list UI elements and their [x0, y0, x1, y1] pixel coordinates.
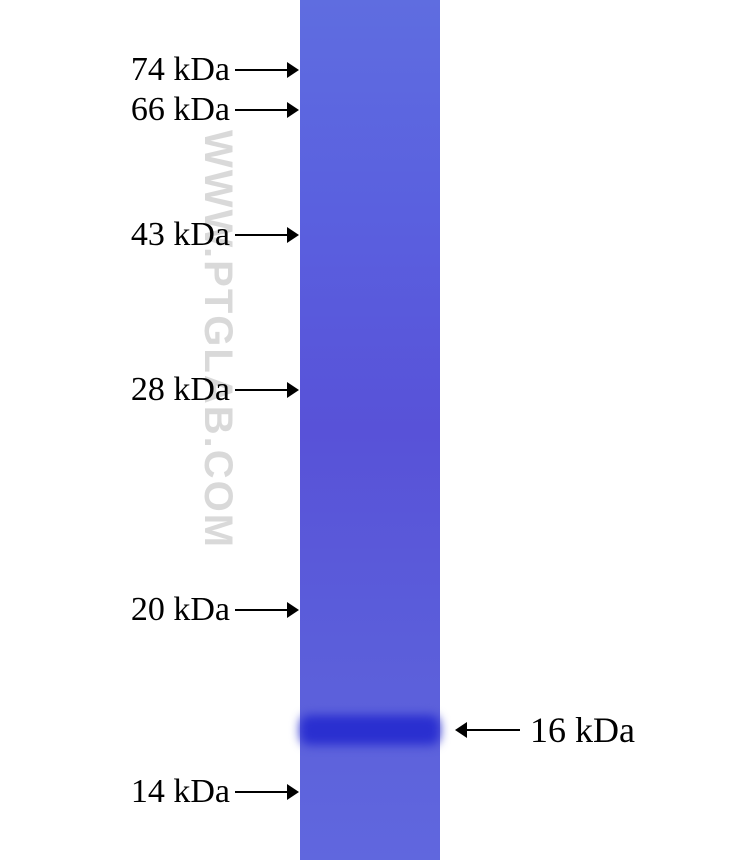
marker-arrow-head — [287, 102, 299, 118]
protein-band — [300, 715, 440, 745]
gel-lane — [300, 0, 440, 860]
marker-arrow-shaft — [235, 234, 287, 236]
marker-arrow-head — [287, 227, 299, 243]
marker-label: 20 kDa — [131, 593, 230, 627]
marker-label: 14 kDa — [131, 775, 230, 809]
result-label: 16 kDa — [530, 712, 635, 748]
marker-label: 43 kDa — [131, 218, 230, 252]
marker-arrow-head — [287, 602, 299, 618]
marker-label: 28 kDa — [131, 373, 230, 407]
marker-arrow-shaft — [235, 389, 287, 391]
marker-label: 74 kDa — [131, 53, 230, 87]
marker-arrow-head — [287, 382, 299, 398]
result-arrow-shaft — [467, 729, 520, 731]
marker-arrow-shaft — [235, 791, 287, 793]
marker-arrow-shaft — [235, 69, 287, 71]
marker-arrow-shaft — [235, 109, 287, 111]
gel-figure: WWW.PTGLAB.COM 74 kDa66 kDa43 kDa28 kDa2… — [0, 0, 740, 860]
marker-arrow-head — [287, 784, 299, 800]
marker-label: 66 kDa — [131, 93, 230, 127]
marker-arrow-head — [287, 62, 299, 78]
marker-arrow-shaft — [235, 609, 287, 611]
result-arrow-head — [455, 722, 467, 738]
